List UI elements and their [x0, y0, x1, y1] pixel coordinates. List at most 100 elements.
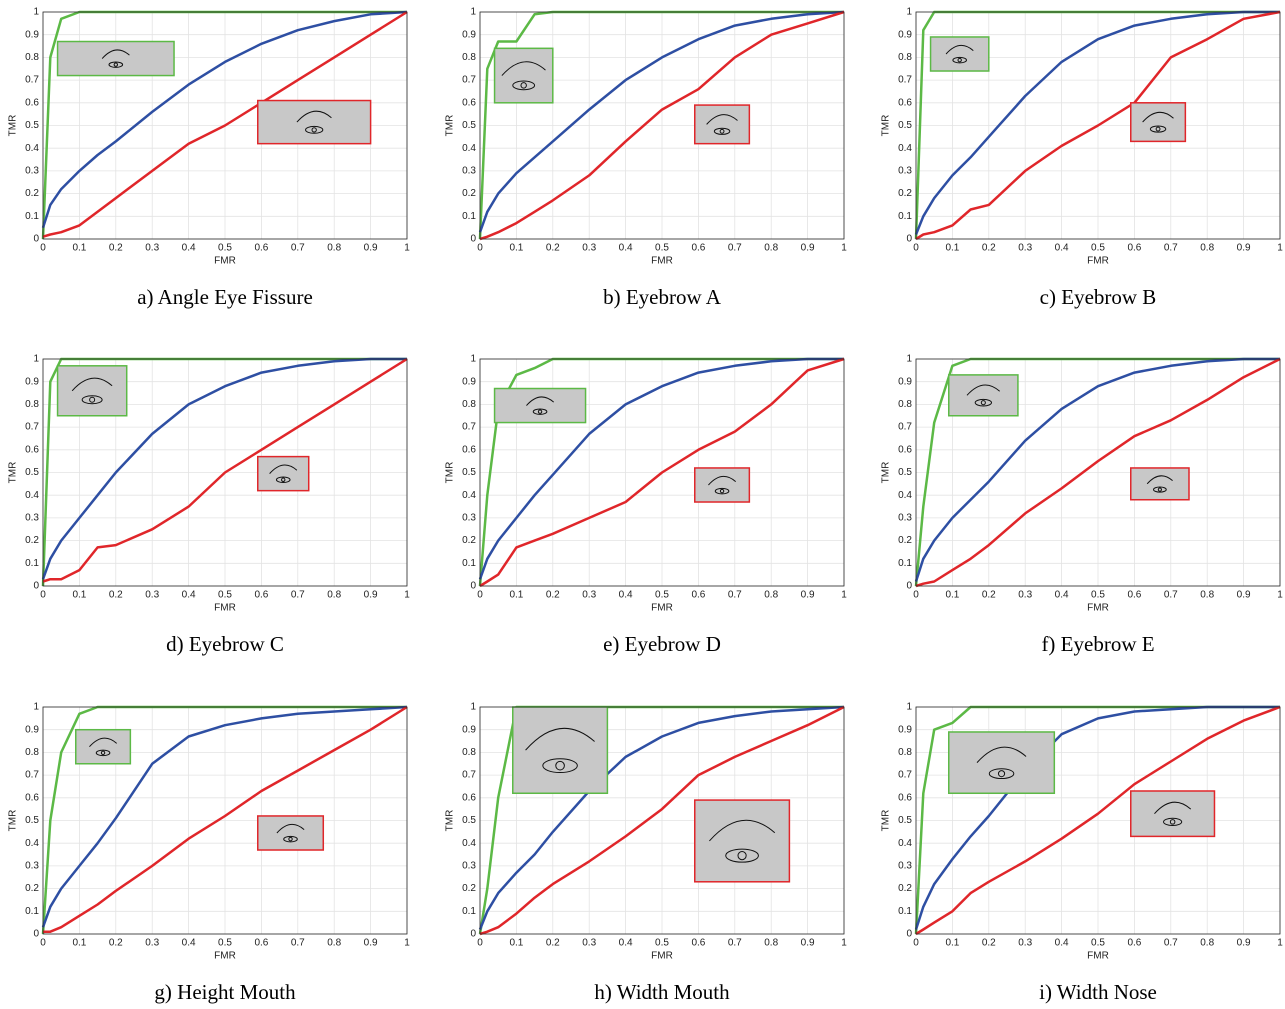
axes-frame [479, 358, 845, 587]
roc-curve [42, 357, 408, 583]
icon-box [1130, 790, 1216, 838]
x-tick-label: 0.3 [582, 938, 596, 949]
x-axis-label: FMR [1087, 256, 1109, 267]
x-tick-label: 0.6 [254, 938, 268, 949]
icon-box [257, 99, 372, 145]
y-tick-label: 0.2 [898, 883, 912, 894]
y-tick-label: 1 [470, 7, 476, 18]
icon-eye [275, 476, 291, 483]
icon-pupil [1169, 819, 1176, 825]
y-tick-label: 0.9 [898, 724, 912, 735]
y-tick-label: 0.9 [898, 29, 912, 40]
x-tick-label: 0.1 [72, 243, 86, 254]
y-axis-label: TMR [881, 810, 892, 832]
x-tick-label: 1 [841, 590, 847, 601]
y-tick-label: 0.3 [462, 166, 476, 177]
x-tick-label: 0 [913, 590, 919, 601]
axes-frame [42, 11, 408, 240]
caption: i) Width Nose [1039, 980, 1157, 1004]
y-tick-label: 0.8 [462, 52, 476, 63]
roc-curve [43, 705, 408, 933]
x-tick-label: 0 [913, 243, 919, 254]
y-tick-label: 0.8 [898, 52, 912, 63]
x-tick-label: 0.7 [728, 938, 742, 949]
y-tick-label: 0.8 [25, 399, 39, 410]
y-tick-label: 0.2 [898, 535, 912, 546]
y-tick-label: 0.9 [898, 376, 912, 387]
x-tick-label: 0.8 [764, 590, 778, 601]
y-tick-label: 1 [906, 702, 912, 713]
caption: a) Angle Eye Fissure [137, 285, 313, 309]
roc-curve [915, 10, 1281, 241]
y-tick-label: 0.6 [25, 792, 39, 803]
y-tick-label: 0.4 [25, 838, 39, 849]
y-tick-label: 0 [470, 581, 476, 592]
x-tick-label: 0.5 [1091, 938, 1105, 949]
x-tick-label: 0.5 [1091, 243, 1105, 254]
x-tick-label: 0.4 [619, 938, 633, 949]
y-tick-label: 0.3 [25, 166, 39, 177]
icon-pupil [555, 760, 565, 771]
x-tick-label: 0.9 [364, 938, 378, 949]
feature-icon [1130, 467, 1190, 501]
icon-eye [305, 125, 324, 134]
y-tick-label: 0 [470, 929, 476, 940]
y-tick-label: 0.2 [462, 535, 476, 546]
x-tick-label: 0.7 [1164, 938, 1178, 949]
y-tick-label: 0.6 [898, 792, 912, 803]
x-tick-label: 0.1 [945, 938, 959, 949]
y-tick-label: 0.9 [462, 376, 476, 387]
icon-eye [1153, 486, 1167, 493]
y-tick-label: 0.7 [898, 770, 912, 781]
x-axis-label: FMR [651, 951, 673, 962]
x-tick-label: 0 [40, 938, 46, 949]
icon-eye [952, 56, 967, 64]
y-tick-label: 0 [906, 929, 912, 940]
y-tick-label: 0.6 [25, 444, 39, 455]
x-tick-label: 0.5 [218, 938, 232, 949]
icon-pupil [1155, 126, 1161, 132]
roc-curve [914, 357, 1280, 582]
y-tick-label: 1 [470, 354, 476, 365]
x-tick-label: 0 [477, 938, 483, 949]
y-tick-label: 0.7 [898, 75, 912, 86]
x-tick-label: 0.9 [364, 590, 378, 601]
y-tick-label: 1 [470, 702, 476, 713]
icon-box [948, 731, 1056, 795]
x-tick-label: 0.6 [1127, 938, 1141, 949]
icon-eye [713, 127, 731, 135]
y-tick-label: 0.4 [462, 490, 476, 501]
x-tick-label: 0.9 [801, 243, 815, 254]
roc-curve [478, 357, 844, 580]
x-tick-label: 0.2 [982, 938, 996, 949]
icon-brow [708, 475, 737, 486]
x-tick-label: 0.3 [582, 243, 596, 254]
axes-frame [479, 706, 845, 935]
x-tick-label: 1 [404, 243, 410, 254]
y-tick-label: 0.8 [462, 399, 476, 410]
x-axis-label: FMR [651, 603, 673, 614]
y-tick-label: 0.1 [25, 211, 39, 222]
roc-curve [915, 705, 1281, 936]
x-tick-label: 0.2 [109, 938, 123, 949]
icon-brow [1154, 801, 1192, 815]
x-tick-label: 0.5 [1091, 590, 1105, 601]
x-tick-label: 0.3 [582, 590, 596, 601]
x-tick-label: 0 [40, 243, 46, 254]
caption: e) Eyebrow D [603, 632, 721, 656]
icon-pupil [288, 836, 293, 842]
icon-brow [966, 384, 1001, 396]
x-tick-label: 1 [1277, 590, 1283, 601]
x-axis-label: FMR [1087, 951, 1109, 962]
roc-curve [41, 10, 408, 229]
icon-brow [526, 396, 555, 406]
x-tick-label: 0.8 [764, 938, 778, 949]
x-tick-label: 0.7 [291, 590, 305, 601]
y-tick-label: 0.2 [898, 188, 912, 199]
y-tick-label: 0.5 [25, 815, 39, 826]
icon-brow [71, 377, 113, 392]
feature-icon [56, 40, 175, 77]
y-tick-label: 0.5 [898, 120, 912, 131]
x-tick-label: 0.9 [801, 938, 815, 949]
roc-curve [915, 357, 1281, 588]
